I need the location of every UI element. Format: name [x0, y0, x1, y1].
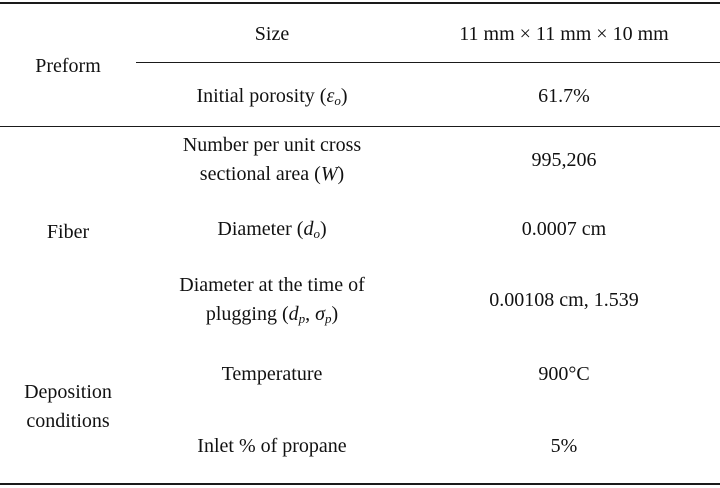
param-size: Size	[254, 22, 290, 45]
preform-inner-rule	[136, 62, 720, 63]
group-fiber: Fiber	[46, 220, 90, 243]
value-diameter-plugging: 0.00108 cm, 1.539	[489, 288, 639, 311]
param-diameter: Diameter (do)	[217, 217, 327, 241]
param-inlet-propane: Inlet % of propane	[197, 434, 347, 457]
param-diameter-plugging: Diameter at the time of plugging (dp, σp…	[179, 274, 365, 326]
group-preform: Preform	[35, 54, 101, 77]
param-temperature: Temperature	[221, 362, 323, 385]
param-initial-porosity: Initial porosity (εo)	[196, 84, 348, 108]
bottom-rule	[0, 483, 720, 485]
param-number-per-area: Number per unit cross sectional area (W)	[182, 134, 362, 185]
value-temperature: 900°C	[538, 362, 590, 385]
preform-fiber-rule	[0, 126, 720, 127]
value-size: 11 mm × 11 mm × 10 mm	[459, 22, 669, 45]
value-inlet-propane: 5%	[550, 434, 578, 457]
value-diameter: 0.0007 cm	[521, 217, 607, 240]
top-rule	[0, 2, 720, 4]
group-deposition-conditions: Deposition conditions	[24, 381, 112, 432]
value-initial-porosity: 61.7%	[538, 84, 590, 107]
value-number-per-area: 995,206	[531, 148, 597, 171]
